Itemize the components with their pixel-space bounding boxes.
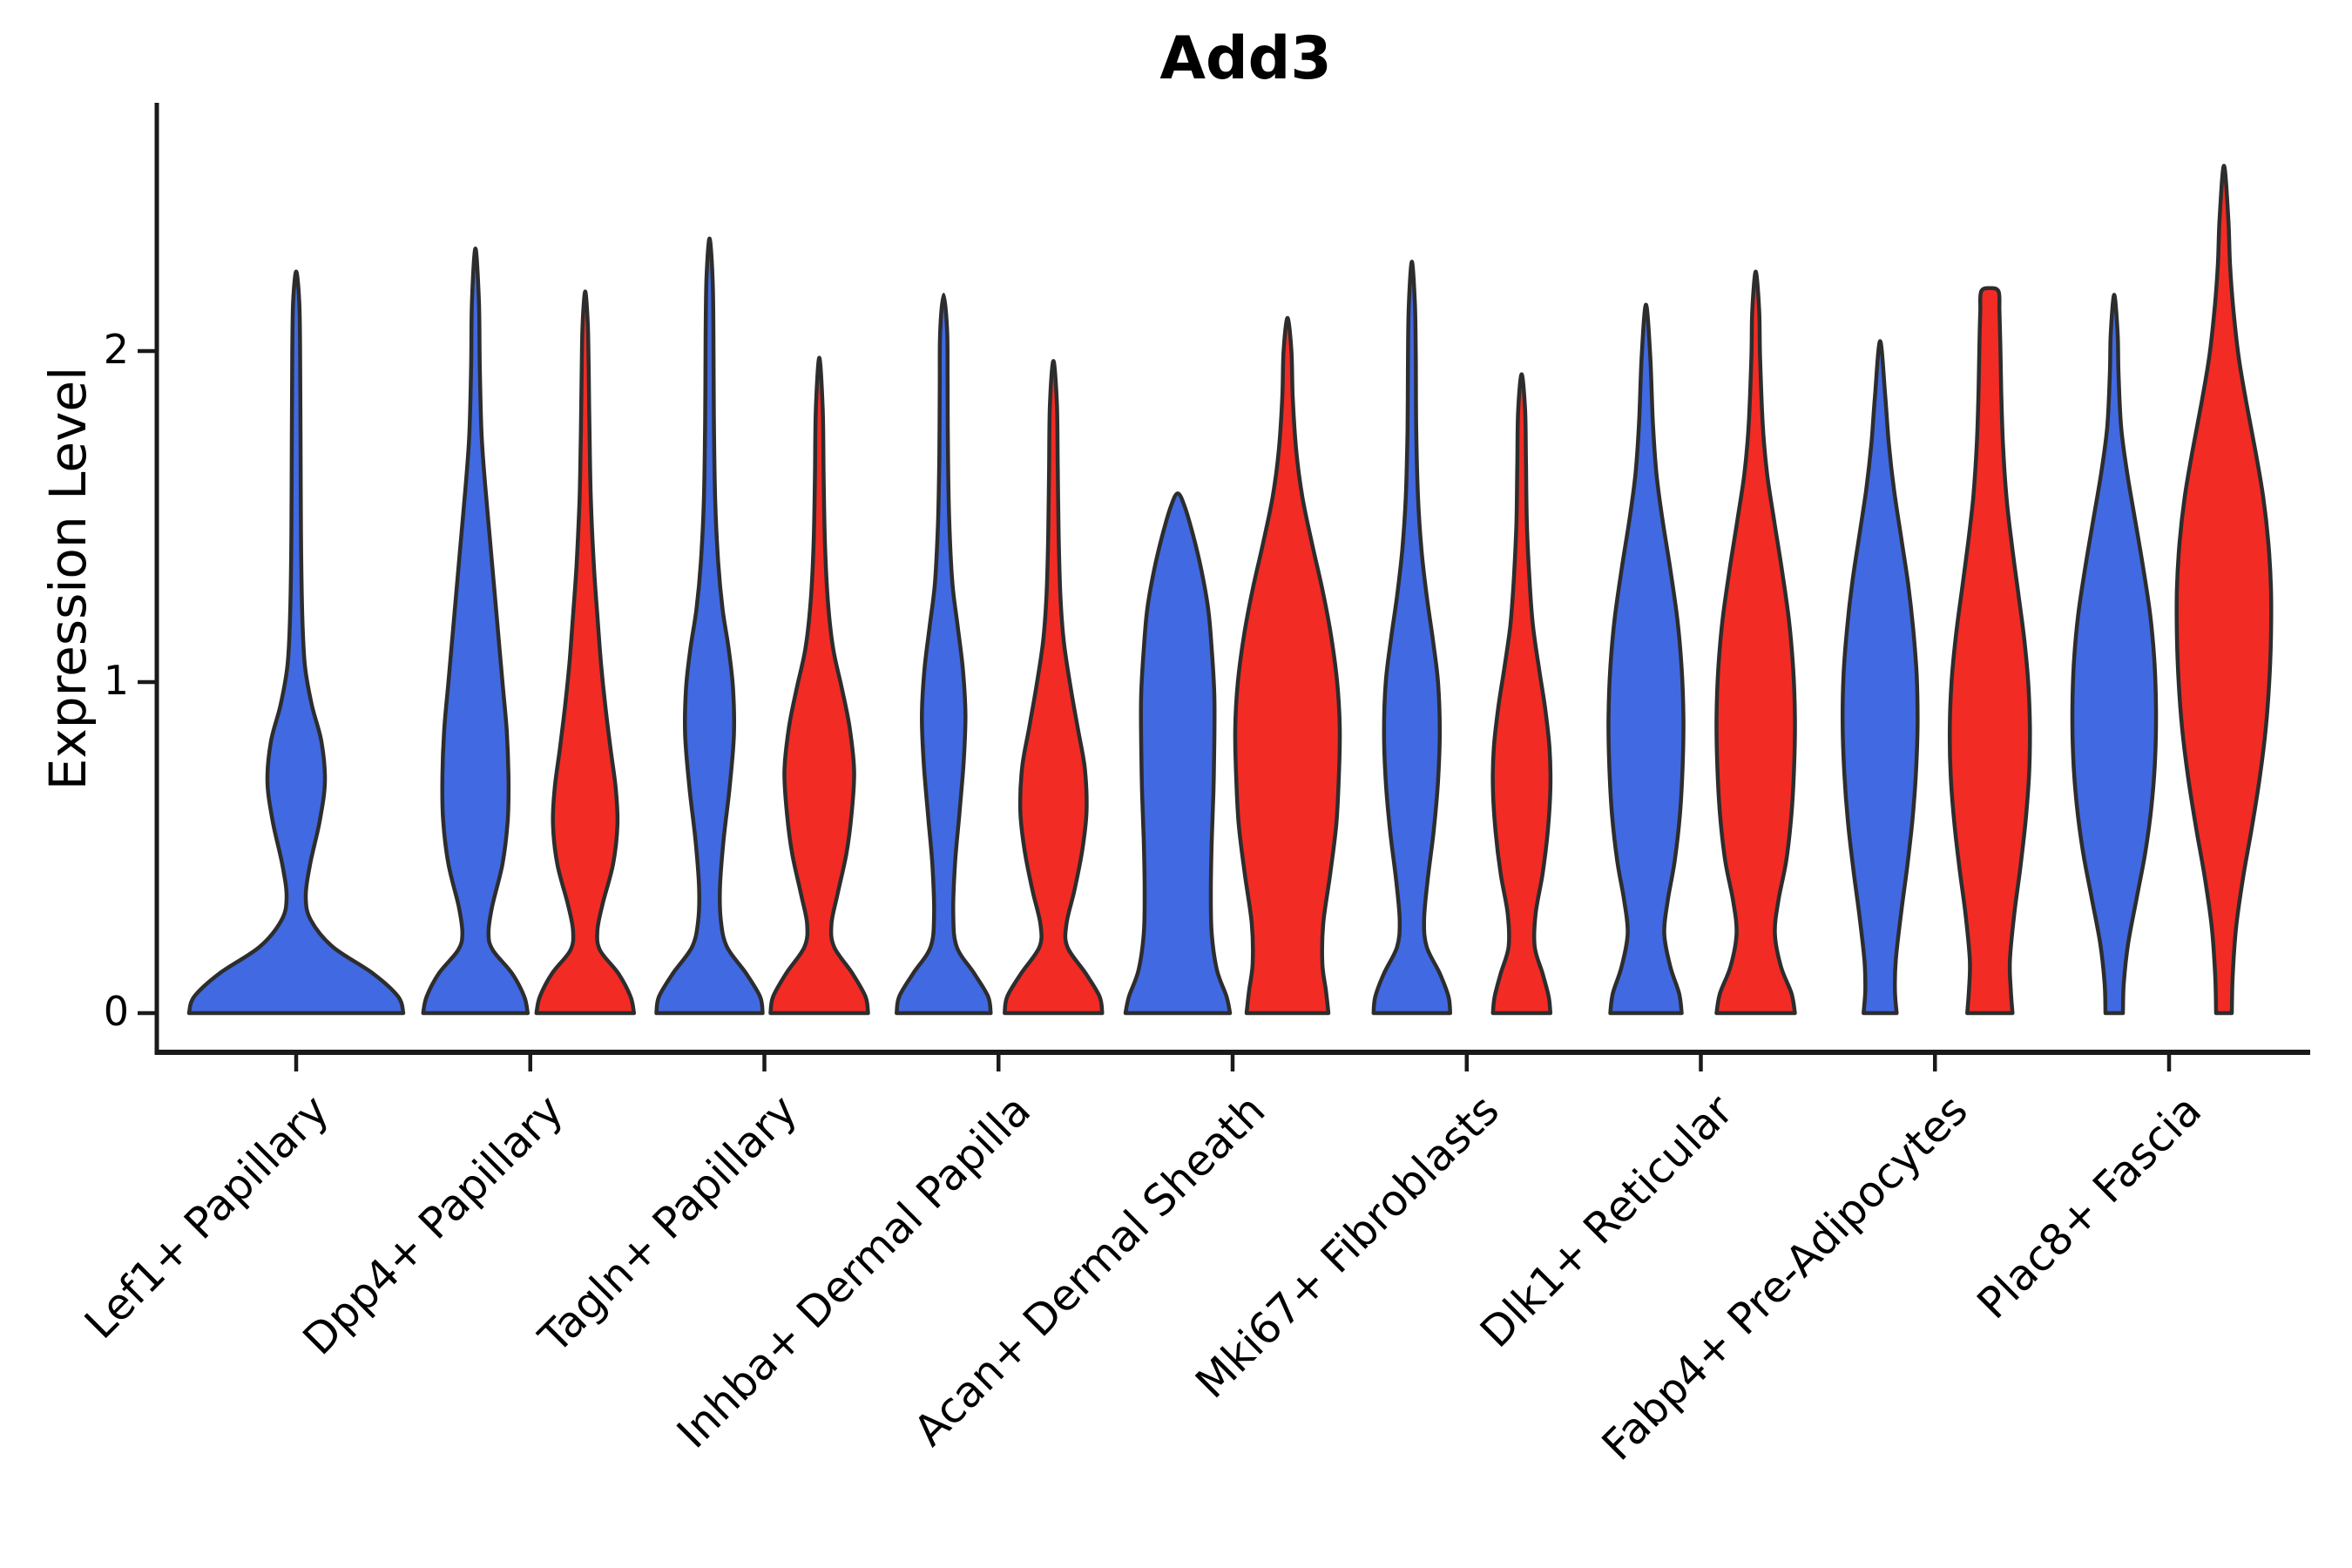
- violin-blue-dpp4-papillary: [421, 246, 531, 1016]
- violin-red-acan-dermal-sheath: [1233, 315, 1342, 1016]
- y-axis-label: Expression Level: [38, 366, 98, 791]
- y-tick-label: 2: [103, 325, 129, 373]
- violin-red-fabp4-pre-adipocytes: [1947, 286, 2032, 1016]
- violin-red-dpp4-papillary: [534, 289, 637, 1016]
- violin-blue-acan-dermal-sheath: [1123, 491, 1233, 1016]
- violin-red-plac8-fascia: [2174, 163, 2274, 1016]
- violin-red-tagln-papillary: [768, 355, 870, 1016]
- violin-blue-lef1-papillary: [186, 269, 406, 1016]
- violin-blue-mki67-fibroblasts: [1371, 260, 1453, 1016]
- violin-blue-tagln-papillary: [654, 236, 765, 1016]
- chart-title: Add3: [1159, 24, 1332, 93]
- y-tick-label: 1: [103, 656, 129, 704]
- violin-red-inhba-dermal-papilla: [1003, 359, 1105, 1016]
- violin-blue-inhba-dermal-papilla: [895, 293, 993, 1016]
- violin-red-dlk1-reticular: [1714, 269, 1797, 1016]
- y-tick-label: 0: [103, 987, 129, 1035]
- violin-blue-dlk1-reticular: [1606, 302, 1686, 1016]
- violin-red-mki67-fibroblasts: [1490, 372, 1553, 1016]
- violin-blue-plac8-fascia: [2070, 293, 2159, 1016]
- violin-blue-fabp4-pre-adipocytes: [1840, 339, 1920, 1016]
